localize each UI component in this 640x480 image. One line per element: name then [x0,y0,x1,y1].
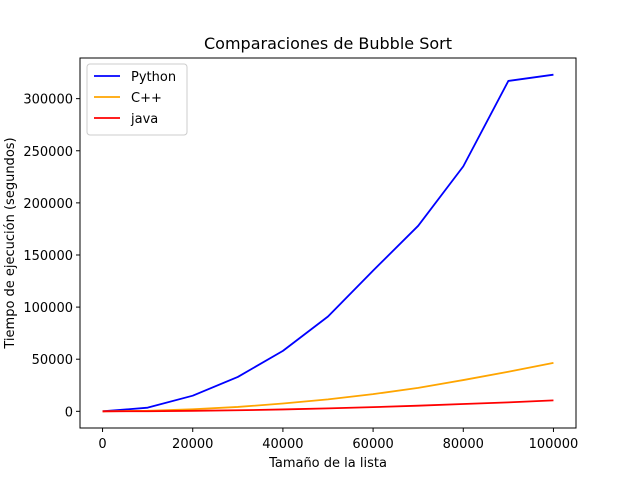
legend: Python C++ java [86,63,188,136]
y-axis-title: Tiempo de ejecución (segundos) [3,137,18,349]
x-axis-title: Tamaño de la lista [268,456,387,471]
y-tick-label: 300000 [23,93,73,108]
y-tick-label: 250000 [23,145,73,160]
y-tick-label: 100000 [23,301,73,316]
x-axis: 0 20000 40000 60000 80000 100000 [98,428,578,452]
y-tick-label: 150000 [23,249,73,264]
legend-label-java: java [130,112,158,127]
plot-frame [79,57,577,429]
x-tick-label: 60000 [352,437,393,452]
x-tick-label: 20000 [172,437,213,452]
x-tick-label: 80000 [443,437,484,452]
x-tick-label: 100000 [529,437,579,452]
series-line-java [102,399,554,413]
series-line-c- [102,361,554,413]
chart-title: Comparaciones de Bubble Sort [204,34,452,53]
y-tick-label: 0 [65,405,73,420]
series-line-python [102,73,554,413]
legend-label-c-: C++ [131,91,162,106]
x-tick-label: 40000 [262,437,303,452]
y-tick-label: 50000 [32,353,73,368]
legend-label-python: Python [131,70,176,85]
y-axis: 0 50000 100000 150000 200000 250000 300000 [23,93,80,420]
plot-area [79,57,577,429]
y-tick-label: 200000 [23,197,73,212]
x-tick-label: 0 [98,437,106,452]
